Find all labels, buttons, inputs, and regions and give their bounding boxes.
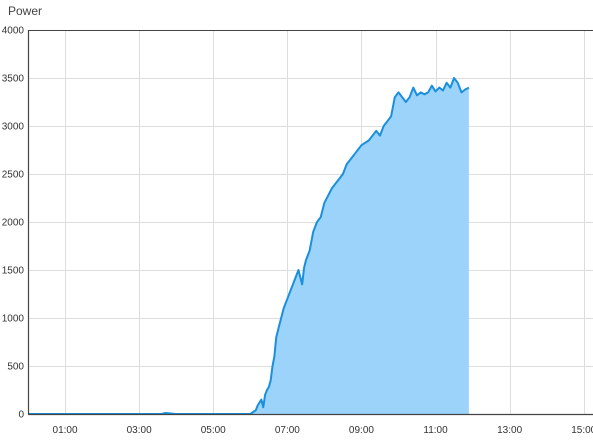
y-tick-label: 3000 <box>2 122 25 133</box>
y-tick-label: 4000 <box>2 26 25 37</box>
power-line <box>28 77 470 415</box>
x-tick-label: 09:00 <box>349 425 374 436</box>
x-tick-label: 07:00 <box>275 425 300 436</box>
series-layer <box>28 77 470 415</box>
y-tick-label: 0 <box>18 410 24 421</box>
x-tick-label: 11:00 <box>423 425 448 436</box>
chart-title: Power <box>8 4 42 18</box>
y-tick-label: 1500 <box>2 266 25 277</box>
y-tick-label: 500 <box>7 362 24 373</box>
x-tick-label: 15:00 <box>571 425 593 436</box>
x-axis-ticks: 01:00 03:00 05:00 07:00 09:00 11:00 13:00 15:00 <box>53 425 593 436</box>
axes <box>27 30 593 416</box>
power-area <box>28 78 469 414</box>
y-tick-label: 3500 <box>2 74 25 85</box>
x-tick-label: 13:00 <box>497 425 522 436</box>
y-axis-ticks: 0 500 1000 1500 2000 2500 3000 3500 4000 <box>2 26 25 421</box>
y-tick-label: 2000 <box>2 218 25 229</box>
x-tick-label: 03:00 <box>127 425 152 436</box>
x-tick-label: 01:00 <box>53 425 78 436</box>
x-tick-label: 05:00 <box>201 425 226 436</box>
y-tick-label: 2500 <box>2 170 25 181</box>
y-tick-label: 1000 <box>2 314 25 325</box>
